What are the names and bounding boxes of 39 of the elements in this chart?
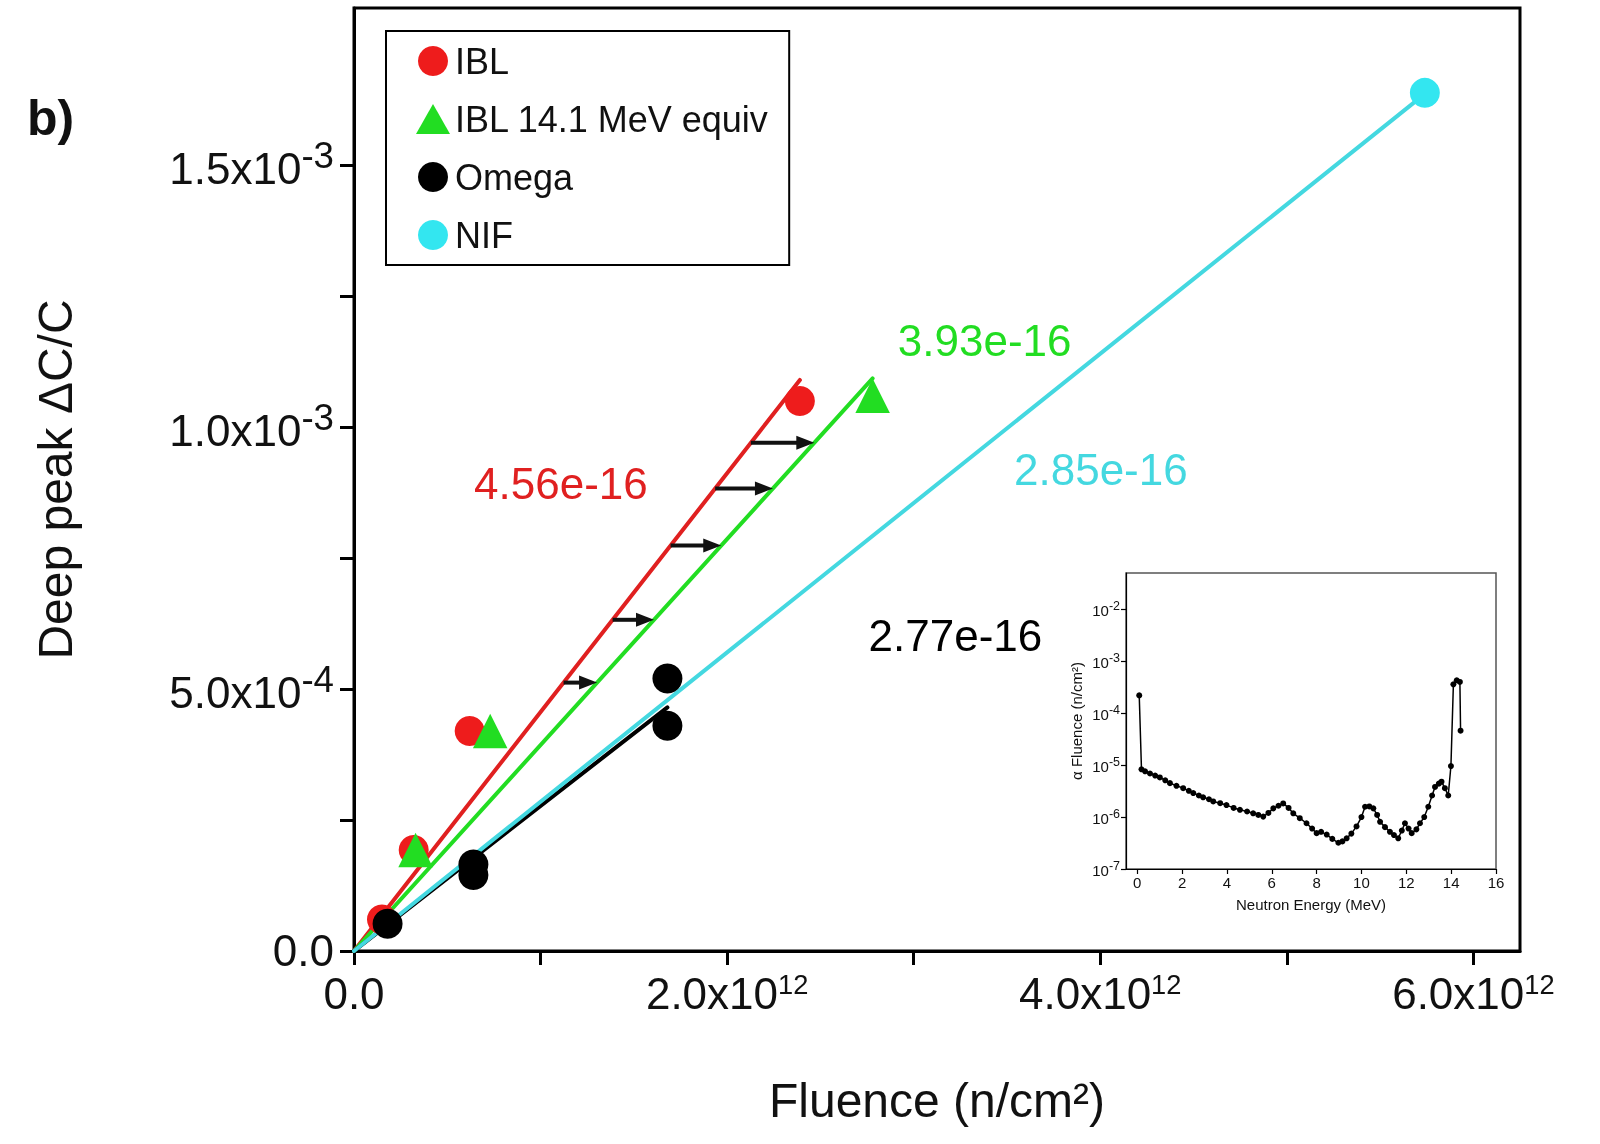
x-tick-label: 16 (1487, 874, 1505, 891)
x-tick-label: 8 (1312, 874, 1321, 891)
x-axis-title: Neutron Energy (MeV) (1235, 896, 1387, 913)
y-tick-label: 10$^{-2}$ (1092, 598, 1120, 620)
annotation: 2.77e-16 (868, 610, 1043, 660)
y-tick-label: 5.0x10$^{-4}$ (169, 658, 334, 719)
y-tick-label: 1.0x10$^{-3}$ (169, 396, 334, 458)
x-tick-label: 4 (1222, 874, 1232, 891)
x-tick-label: 2 (1177, 874, 1187, 891)
y-tick-label: 1.5x10$^{-3}$ (169, 134, 334, 196)
point (855, 378, 890, 413)
point (652, 663, 683, 694)
y-tick-label: 10$^{-4}$ (1092, 702, 1120, 724)
y-tick-label: 10$^{-5}$ (1092, 754, 1120, 776)
annotation: 4.56e-16 (474, 459, 648, 509)
point (472, 713, 508, 749)
text: b) (27, 90, 75, 146)
point (652, 710, 683, 741)
point (372, 908, 403, 939)
x-tick-label: 10 (1353, 874, 1370, 891)
y-tick-label: 10$^{-6}$ (1092, 806, 1120, 828)
y-axis-title: Deep peak ΔC/C (28, 299, 82, 660)
annotation: 2.85e-16 (1014, 445, 1188, 495)
x-tick-label: 6 (1267, 874, 1276, 891)
legend-label: IBL 14.1 MeV equiv (455, 98, 768, 140)
y-tick-label: 10$^{-3}$ (1092, 650, 1120, 672)
x-axis-title: Fluence (n/cm²) (768, 1073, 1106, 1127)
x-tick-label: 14 (1442, 874, 1460, 891)
y-axis-title: α Fluence (n/cm²) (1068, 662, 1085, 780)
legend-label: NIF (455, 214, 513, 256)
legend-label: IBL (455, 40, 510, 82)
point (1409, 77, 1440, 108)
legend-label: Omega (455, 156, 575, 198)
x-tick-label: 12 (1397, 874, 1415, 891)
annotation: 3.93e-16 (897, 315, 1072, 365)
point (454, 715, 485, 746)
y-tick-label: 10$^{-7}$ (1092, 858, 1120, 880)
point (784, 385, 815, 416)
x-tick-label: 0 (1133, 874, 1142, 891)
